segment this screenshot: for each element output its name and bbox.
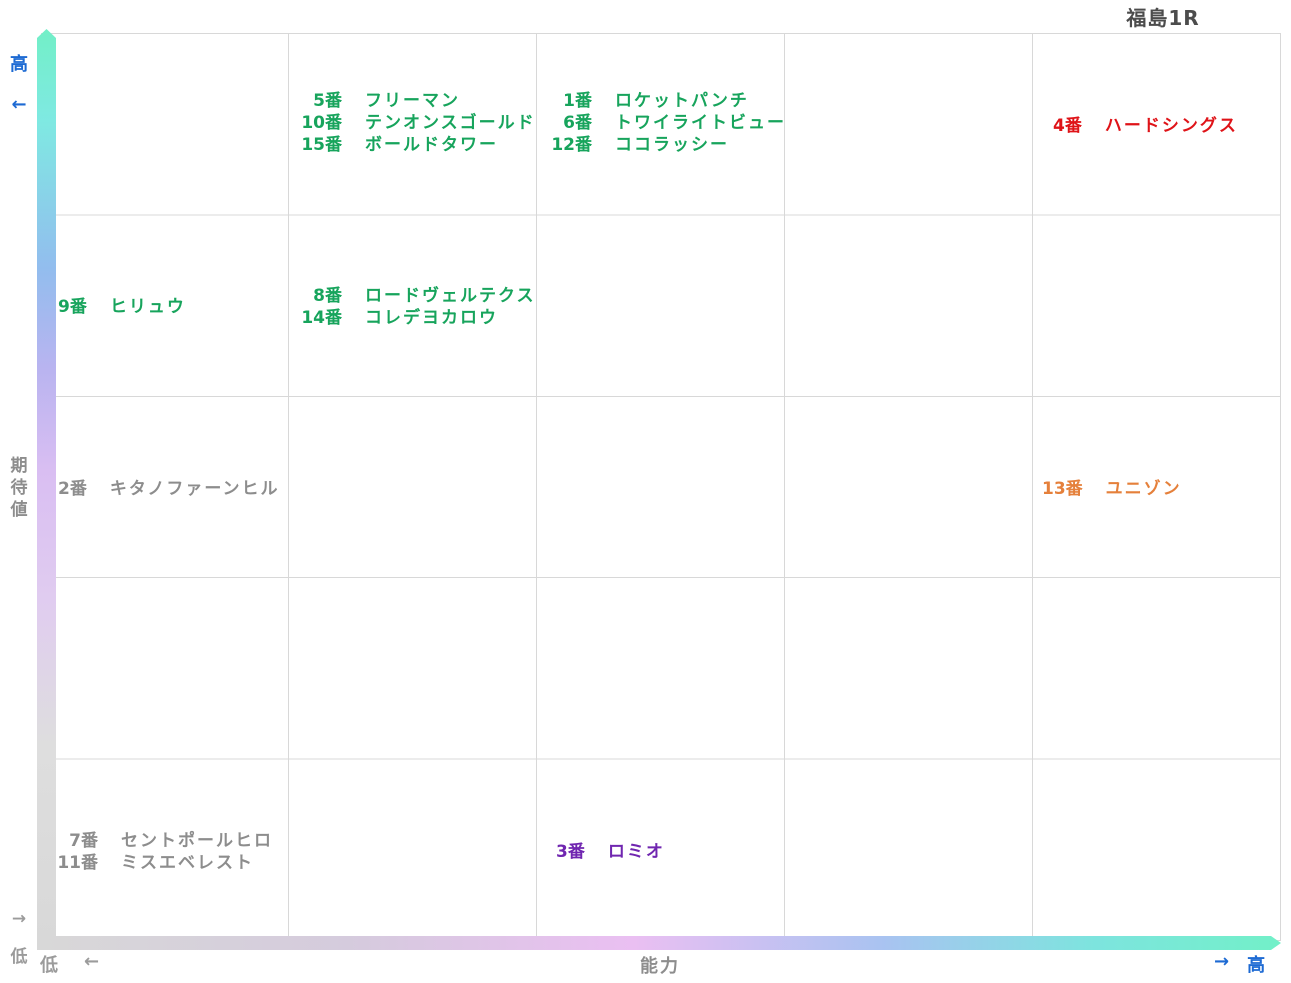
horse-entry: 6番 トワイライトビュー [546,112,786,134]
cell-r5c1-horses: 7番 セントポールヒロ 11番 ミスエベレスト [52,830,273,874]
horse-entry: 12番 ココラッシー [546,134,786,156]
horse-entry: 15番 ボールドタワー [296,134,536,156]
x-axis-low-label: 低 ← [40,951,99,977]
x-axis-title: 能力 [640,956,680,977]
horse-name: ミスエベレスト [121,853,254,873]
horse-entry: 13番 ユニゾン [1042,478,1182,500]
horse-name: テンオンスゴールド [365,113,536,133]
horse-entry: 14番 コレデヨカロウ [296,307,536,329]
x-axis-high-label: → 高 [1214,951,1265,977]
horse-entry: 1番 ロケットパンチ [546,90,786,112]
horse-name: セントポールヒロ [121,831,273,851]
horse-number: 4番 [1053,116,1082,136]
horse-entry: 5番 フリーマン [296,90,536,112]
horse-entry: 10番 テンオンスゴールド [296,112,536,134]
cell-r3c5-horses: 13番 ユニゾン [1042,478,1182,500]
right-arrow-icon: → [1214,951,1230,972]
horse-name: キタノファーンヒル [109,479,280,499]
cell-r1c5-horses: 4番 ハードシングス [1053,115,1238,137]
horse-name: ヒリュウ [109,297,186,317]
y-axis-high-text: 高 [10,54,28,75]
horse-name: ボールドタワー [365,135,498,155]
cell-r2c2-horses: 8番 ロードヴェルテクス 14番 コレデヨカロウ [296,285,536,329]
horse-number: 8番 [313,286,342,306]
horse-entry: 2番 キタノファーンヒル [58,478,279,500]
cell-r1c3-horses: 1番 ロケットパンチ 6番 トワイライトビュー 12番 ココラッシー [546,90,786,156]
horse-number: 6番 [563,113,592,133]
grid [41,33,1281,941]
x-axis-low-text: 低 [40,955,58,976]
horse-number: 1番 [563,91,592,111]
y-axis-title: 期 待 値 [10,456,28,520]
horse-number: 11番 [57,853,98,873]
horse-name: コレデヨカロウ [365,308,498,328]
horse-name: ユニゾン [1105,479,1182,499]
horse-entry: 3番 ロミオ [556,841,665,863]
horse-name: ロミオ [607,842,665,862]
horse-entry: 9番 ヒリュウ [58,296,186,318]
cell-r2c1-horses: 9番 ヒリュウ [58,296,186,318]
x-axis-gradient-bar [37,936,1281,950]
horse-number: 2番 [58,479,87,499]
horse-entry: 8番 ロードヴェルテクス [296,285,536,307]
horse-name: ココラッシー [615,135,729,155]
horse-number: 10番 [301,113,342,133]
y-axis-low-text: 低 [10,947,28,967]
horse-number: 5番 [313,91,342,111]
horse-number: 3番 [556,842,585,862]
x-axis-high-text: 高 [1247,955,1266,976]
horse-name: ロードヴェルテクス [365,286,536,306]
left-arrow-icon: ← [84,951,100,972]
cell-r3c1-horses: 2番 キタノファーンヒル [58,478,279,500]
horse-number: 15番 [301,135,342,155]
down-arrow-icon: → [11,909,27,929]
y-axis-low-label: → 低 [5,891,33,967]
horse-number: 12番 [551,135,592,155]
horse-entry: 11番 ミスエベレスト [52,852,273,874]
up-arrow-icon: ← [11,94,27,115]
horse-entry: 4番 ハードシングス [1053,115,1238,137]
horse-number: 13番 [1042,479,1083,499]
race-title: 福島1R [1126,6,1200,30]
horse-number: 9番 [58,297,87,317]
cell-r5c3-horses: 3番 ロミオ [556,841,665,863]
y-axis-high-label: 高 ← [5,35,33,115]
horse-number: 14番 [301,308,342,328]
horse-number: 7番 [69,831,98,851]
horse-name: トワイライトビュー [615,113,786,133]
cell-r1c2-horses: 5番 フリーマン 10番 テンオンスゴールド 15番 ボールドタワー [296,90,536,156]
horse-name: フリーマン [365,91,460,111]
horse-name: ハードシングス [1104,116,1238,136]
horse-name: ロケットパンチ [615,91,749,111]
y-axis-gradient-bar [37,29,56,948]
horse-entry: 7番 セントポールヒロ [52,830,273,852]
